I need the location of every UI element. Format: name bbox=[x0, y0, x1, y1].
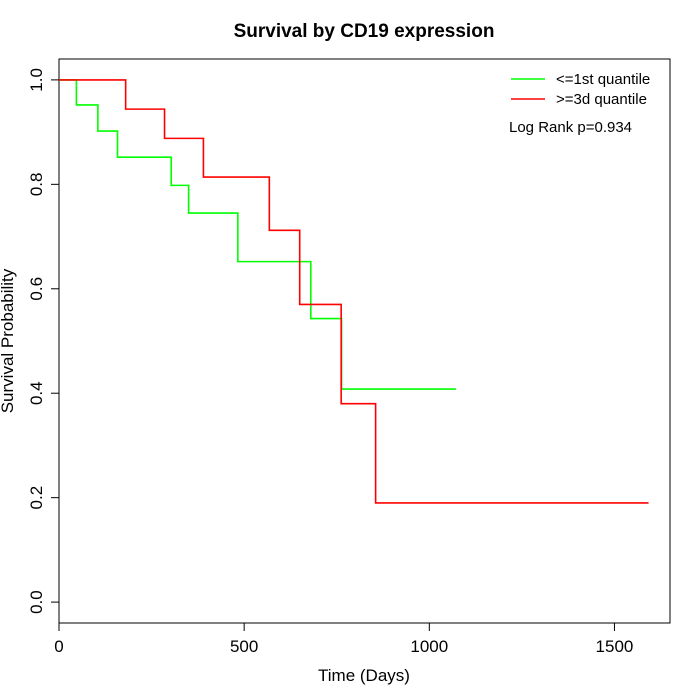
y-tick-label: 0.2 bbox=[27, 486, 46, 510]
chart-title: Survival by CD19 expression bbox=[234, 21, 495, 42]
plot-area-frame bbox=[58, 58, 671, 624]
legend-label-1: <=1st quantile bbox=[556, 71, 650, 88]
y-tick-label: 0.6 bbox=[27, 277, 46, 301]
y-axis: 0.0 0.2 0.4 0.6 0.8 1.0 bbox=[27, 68, 60, 614]
x-tick-label: 1500 bbox=[596, 637, 634, 656]
y-axis-label: Survival Probability bbox=[0, 268, 17, 413]
legend-label-2: >=3d quantile bbox=[556, 91, 647, 108]
log-rank-annotation: Log Rank p=0.934 bbox=[509, 119, 632, 136]
series-line-2 bbox=[59, 79, 649, 504]
y-tick-label: 1.0 bbox=[27, 68, 46, 92]
y-tick-label: 0.0 bbox=[27, 590, 46, 614]
x-tick-label: 0 bbox=[54, 637, 63, 656]
series-line-1 bbox=[59, 79, 456, 390]
legend: <=1st quantile >=3d quantile bbox=[511, 71, 650, 108]
y-tick-label: 0.8 bbox=[27, 173, 46, 197]
x-axis-label: Time (Days) bbox=[318, 666, 410, 685]
x-tick-label: 1000 bbox=[410, 637, 448, 656]
series-layer bbox=[59, 79, 649, 504]
x-axis: 0 500 1000 1500 bbox=[54, 622, 634, 656]
x-tick-label: 500 bbox=[230, 637, 258, 656]
y-tick-label: 0.4 bbox=[27, 381, 46, 405]
